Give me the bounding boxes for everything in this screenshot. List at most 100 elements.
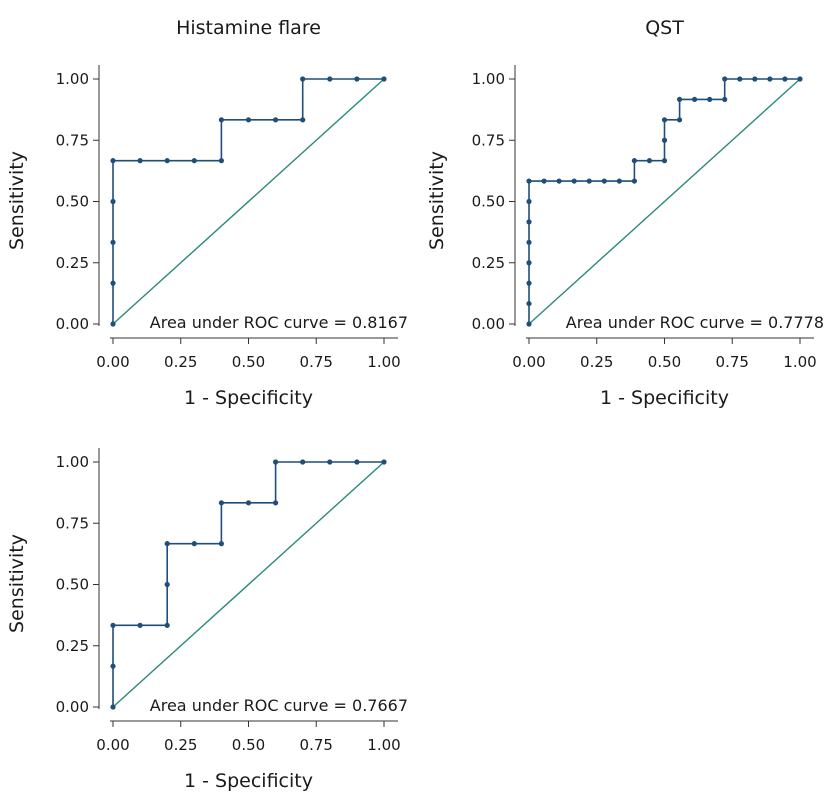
roc-point	[526, 178, 532, 184]
y-axis-label: Sensitivity	[426, 151, 448, 250]
y-tick-label: 0.75	[56, 514, 89, 532]
roc-point	[381, 76, 387, 82]
x-tick-label: 0.00	[512, 353, 545, 371]
roc-point	[300, 117, 306, 123]
roc-point	[541, 178, 547, 184]
roc-point	[692, 96, 698, 103]
y-tick-label: 1.00	[472, 70, 505, 88]
x-tick-label: 0.50	[232, 353, 265, 371]
auc-annotation: Area under ROC curve = 0.7778	[566, 313, 824, 332]
roc-point	[110, 622, 116, 628]
roc-point	[300, 459, 306, 465]
roc-point	[164, 622, 170, 628]
roc-point	[526, 260, 532, 266]
x-tick-label: 0.75	[300, 736, 333, 754]
roc-point	[526, 198, 532, 205]
roc-point	[273, 459, 279, 465]
roc-point	[218, 117, 224, 123]
roc-point	[661, 117, 668, 123]
roc-point	[110, 280, 116, 286]
roc-point	[110, 198, 116, 205]
roc-point	[676, 117, 683, 123]
roc-point	[273, 500, 279, 506]
roc-point	[661, 158, 668, 164]
roc-point	[137, 158, 143, 164]
roc-point	[526, 280, 532, 286]
roc-point	[707, 96, 713, 103]
roc-point	[767, 76, 773, 82]
roc-point	[737, 76, 743, 82]
x-axis-label: 1 - Specificity	[184, 387, 313, 409]
y-tick-label: 0.25	[56, 254, 89, 272]
roc-point	[245, 500, 252, 506]
y-tick-label: 0.25	[472, 254, 505, 272]
x-tick-label: 0.00	[96, 736, 129, 754]
roc-point	[601, 178, 607, 184]
roc-point	[586, 178, 592, 184]
y-tick-label: 0.50	[56, 193, 89, 211]
roc-point	[218, 158, 224, 164]
roc-point	[137, 622, 143, 628]
roc-point	[164, 581, 170, 588]
roc-point	[676, 96, 683, 103]
roc-point	[110, 158, 116, 164]
y-tick-label: 0.00	[56, 315, 89, 333]
chart-title: Histamine flare	[176, 17, 321, 39]
roc-point	[354, 459, 360, 465]
y-tick-label: 0.50	[472, 193, 505, 211]
x-tick-label: 1.00	[783, 353, 816, 371]
chart-title: QST	[645, 17, 684, 39]
roc-point	[110, 663, 116, 669]
roc-point	[245, 117, 252, 123]
roc-point	[164, 158, 170, 164]
x-axis-label: 1 - Specificity	[600, 387, 729, 409]
reference-diagonal-line	[112, 461, 385, 708]
y-tick-label: 0.00	[472, 315, 505, 333]
x-tick-label: 0.25	[164, 353, 197, 371]
roc-point	[752, 76, 758, 82]
x-tick-label: 0.25	[164, 736, 197, 754]
x-tick-label: 0.25	[580, 353, 613, 371]
roc-point	[646, 158, 653, 164]
y-tick-label: 1.00	[56, 70, 89, 88]
reference-diagonal-line	[528, 78, 801, 325]
x-tick-label: 1.00	[367, 736, 400, 754]
roc-point	[616, 178, 622, 184]
roc-point	[631, 178, 637, 184]
auc-annotation: Area under ROC curve = 0.8167	[150, 313, 408, 332]
roc-point	[327, 459, 333, 465]
roc-point	[797, 76, 803, 82]
y-tick-label: 0.75	[472, 131, 505, 149]
roc-point	[722, 76, 728, 82]
roc-point	[631, 158, 637, 164]
roc-point	[110, 321, 116, 327]
roc-point	[526, 239, 532, 245]
y-tick-label: 0.25	[56, 637, 89, 655]
roc-point	[381, 459, 387, 465]
auc-annotation: Area under ROC curve = 0.7667	[150, 696, 408, 715]
reference-diagonal-line	[112, 78, 385, 325]
roc-point	[273, 117, 279, 123]
x-tick-label: 0.50	[232, 736, 265, 754]
x-tick-label: 0.50	[648, 353, 681, 371]
roc-point	[526, 321, 532, 327]
roc-point	[300, 76, 306, 82]
roc-point	[191, 541, 197, 547]
x-tick-label: 0.75	[716, 353, 749, 371]
roc-point	[164, 541, 170, 547]
roc-point	[526, 219, 532, 225]
roc-point	[191, 158, 197, 164]
roc-point	[722, 96, 728, 103]
y-tick-label: 0.00	[56, 698, 89, 716]
roc-point	[661, 137, 668, 143]
roc-point	[354, 76, 360, 82]
x-tick-label: 0.00	[96, 353, 129, 371]
y-tick-label: 0.75	[56, 131, 89, 149]
y-tick-label: 1.00	[56, 453, 89, 471]
roc-point	[782, 76, 788, 82]
roc-point	[571, 178, 577, 184]
roc-point	[526, 300, 532, 307]
x-tick-label: 0.75	[300, 353, 333, 371]
